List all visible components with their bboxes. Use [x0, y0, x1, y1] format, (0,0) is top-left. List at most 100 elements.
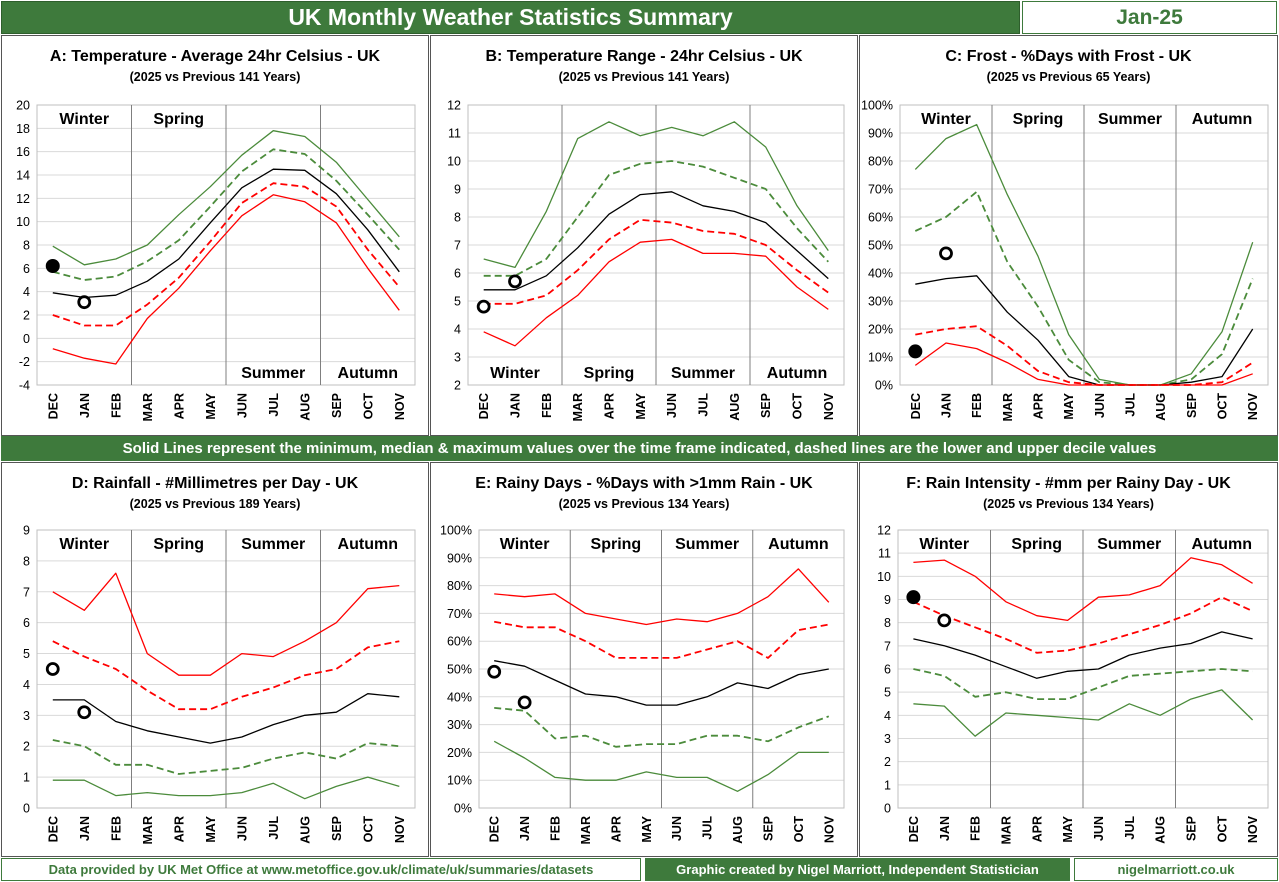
x-tick-label: AUG: [728, 393, 742, 421]
y-tick-label: 7: [884, 639, 891, 653]
x-tick-label: FEB: [109, 393, 123, 418]
season-label: Summer: [1097, 536, 1161, 553]
y-tick-label: 8: [23, 239, 30, 253]
website-link[interactable]: nigelmarriott.co.uk: [1074, 858, 1278, 881]
observation-point: [937, 613, 952, 628]
y-tick-label: 40%: [447, 690, 472, 704]
y-tick-label: 20%: [868, 323, 893, 337]
y-tick-label: 70%: [868, 183, 893, 197]
chart-title: E: Rainy Days - %Days with >1mm Rain - U…: [475, 475, 813, 492]
y-tick-label: 50%: [868, 239, 893, 253]
x-tick-label: JUN: [235, 393, 249, 418]
x-tick-label: DEC: [46, 393, 60, 419]
x-tick-label: FEB: [109, 816, 123, 841]
season-label: Spring: [153, 536, 204, 553]
x-tick-label: SEP: [761, 816, 775, 841]
y-tick-label: 2: [23, 309, 30, 323]
season-label: Winter: [921, 111, 971, 128]
season-label: Summer: [241, 365, 305, 382]
y-tick-label: 6: [23, 616, 30, 630]
x-tick-label: NOV: [1246, 392, 1260, 420]
y-tick-label: 0: [884, 802, 891, 816]
x-tick-label: JUN: [235, 816, 249, 841]
y-tick-label: 11: [878, 547, 891, 561]
y-tick-label: 0%: [454, 802, 472, 816]
x-tick-label: JAN: [938, 816, 952, 841]
x-tick-label: JUL: [267, 816, 281, 840]
x-tick-label: APR: [609, 816, 623, 842]
chart-title: B: Temperature Range - 24hr Celsius - UK: [485, 48, 803, 65]
x-tick-label: FEB: [549, 816, 563, 841]
y-tick-label: 5: [454, 295, 461, 309]
y-tick-label: 9: [884, 593, 891, 607]
series-line-min: [52, 776, 400, 800]
x-tick-label: NOV: [393, 392, 407, 420]
y-tick-label: 7: [454, 239, 461, 253]
y-tick-label: 14: [16, 169, 30, 183]
x-tick-label: NOV: [822, 815, 836, 843]
observation-point: [906, 590, 921, 605]
chart-panel-d: D: Rainfall - #Millimetres per Day - UK …: [1, 462, 429, 857]
season-label: Summer: [671, 365, 735, 382]
observation-point: [476, 299, 491, 314]
series-line-min: [914, 342, 1253, 386]
credit-note: Graphic created by Nigel Marriott, Indep…: [645, 858, 1070, 881]
y-tick-label: 12: [877, 524, 891, 538]
x-tick-label: JUL: [267, 393, 281, 417]
chart-subtitle: (2025 vs Previous 189 Years): [129, 497, 301, 511]
series-line-upper-decile: [494, 620, 829, 659]
chart-panel-c: C: Frost - %Days with Frost - UK (2025 v…: [859, 35, 1278, 436]
x-tick-label: OCT: [792, 816, 806, 843]
x-tick-label: SEP: [1184, 816, 1198, 841]
x-tick-label: FEB: [540, 393, 554, 418]
x-tick-label: OCT: [361, 393, 375, 420]
report-date: Jan-25: [1022, 1, 1277, 34]
y-tick-label: 3: [884, 732, 891, 746]
y-tick-label: 80%: [447, 579, 472, 593]
series-line-max: [52, 130, 400, 266]
x-tick-label: JAN: [509, 393, 523, 418]
season-label: Autumn: [1192, 111, 1252, 128]
observation-point: [908, 344, 923, 359]
observation-point: [517, 695, 532, 710]
x-tick-label: DEC: [477, 393, 491, 419]
series-line-max: [52, 572, 400, 676]
y-tick-label: 2: [23, 740, 30, 754]
y-tick-label: 2: [454, 379, 461, 393]
y-tick-label: 4: [884, 709, 891, 723]
x-tick-label: AUG: [298, 393, 312, 421]
series-line-median: [913, 631, 1253, 679]
x-tick-label: JUN: [1093, 393, 1107, 418]
series-line-min: [52, 194, 400, 365]
series-line-upper-decile: [52, 640, 400, 711]
y-tick-label: 5: [23, 647, 30, 661]
chart-title: D: Rainfall - #Millimetres per Day - UK: [71, 475, 359, 492]
x-tick-label: SEP: [759, 393, 773, 418]
x-tick-label: NOV: [822, 392, 836, 420]
x-tick-label: AUG: [731, 816, 745, 844]
season-label: Winter: [59, 111, 109, 128]
y-tick-label: 40%: [868, 267, 893, 281]
y-tick-label: -4: [19, 379, 30, 393]
series-line-lower-decile: [494, 707, 830, 748]
observation-point: [508, 274, 522, 289]
series-line-lower-decile: [913, 668, 1253, 701]
y-tick-label: -2: [19, 355, 30, 369]
x-tick-label: NOV: [1246, 815, 1260, 843]
y-tick-label: 9: [23, 524, 30, 538]
series-line-median: [52, 693, 400, 744]
x-tick-label: JUL: [1124, 393, 1138, 417]
series-line-lower-decile: [52, 182, 400, 327]
x-tick-label: MAR: [141, 393, 155, 421]
y-tick-label: 2: [884, 755, 891, 769]
x-tick-label: MAR: [579, 816, 593, 844]
x-tick-label: JUL: [701, 816, 715, 840]
y-tick-label: 6: [454, 267, 461, 281]
x-tick-label: APR: [172, 393, 186, 419]
y-tick-label: 8: [454, 211, 461, 225]
chart-panel-e: E: Rainy Days - %Days with >1mm Rain - U…: [430, 462, 858, 857]
series-line-upper-decile: [483, 160, 829, 277]
x-tick-label: SEP: [330, 816, 344, 841]
season-label: Spring: [591, 536, 642, 553]
